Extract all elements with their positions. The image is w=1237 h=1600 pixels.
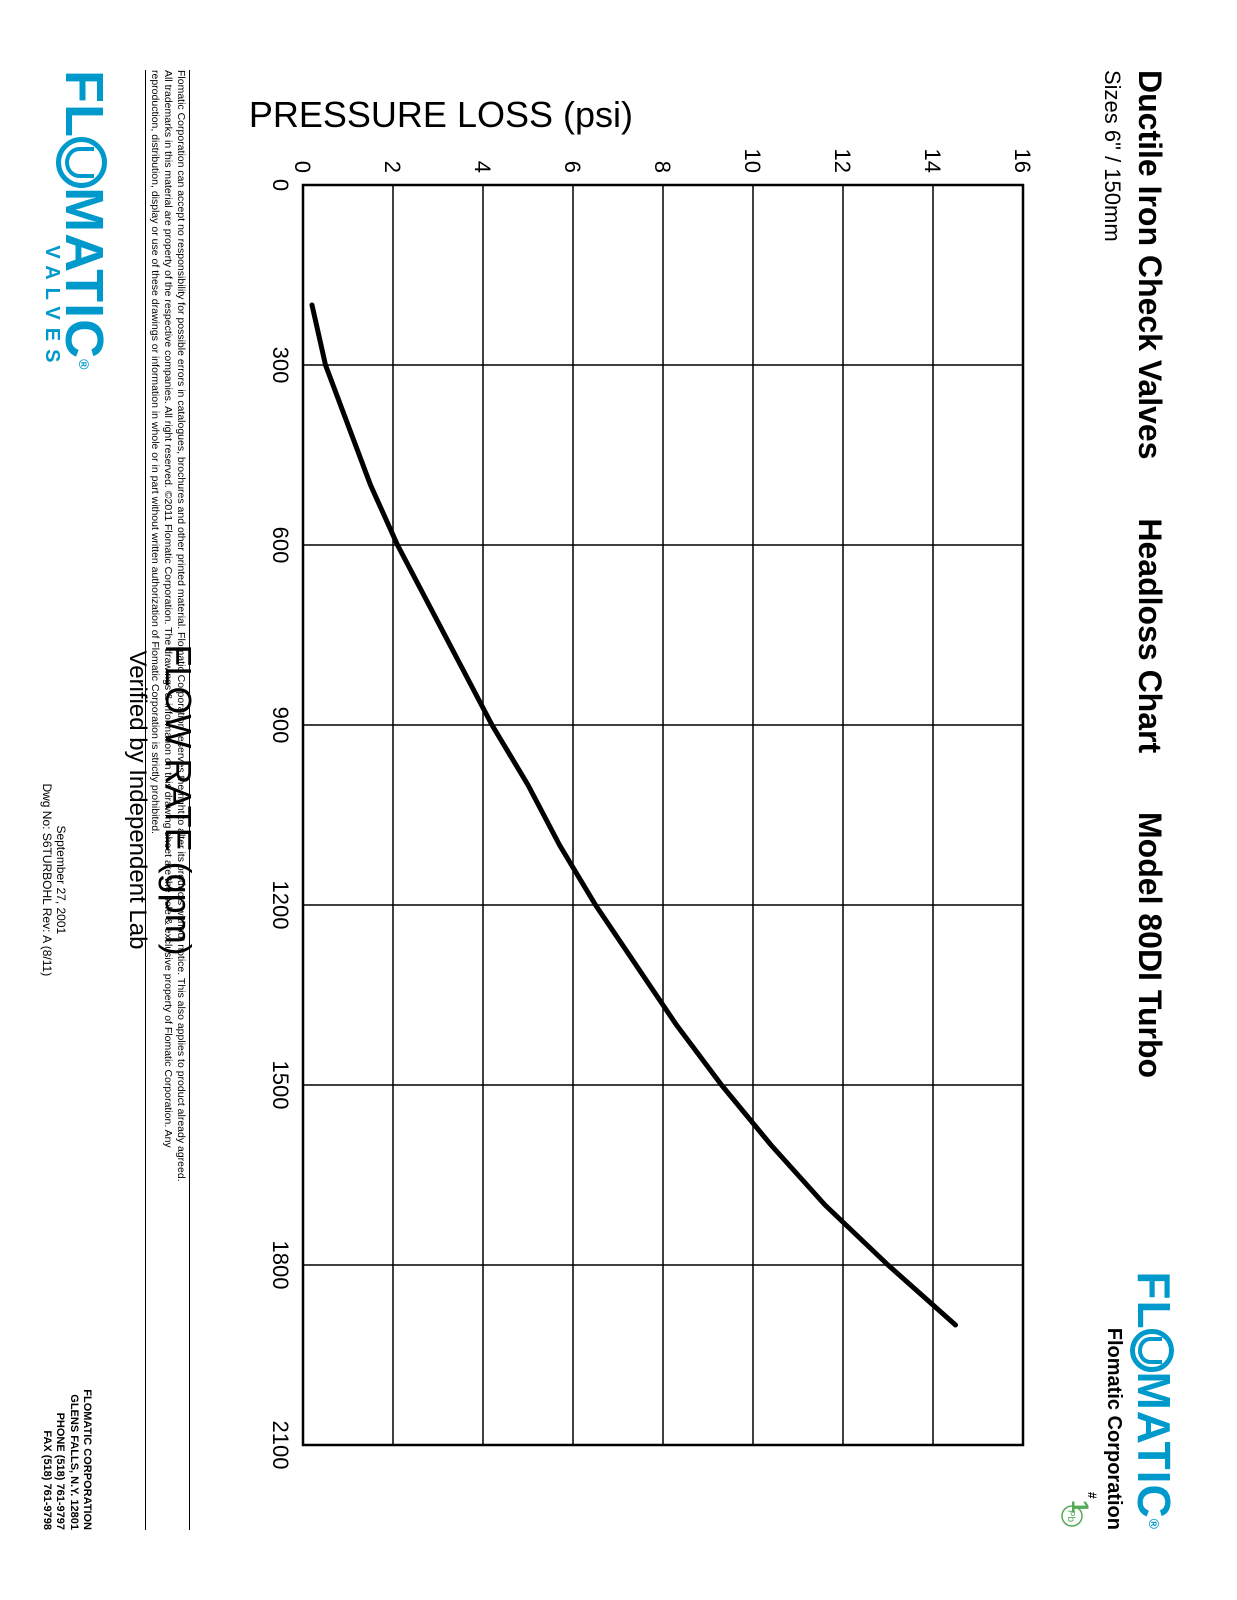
x-tick-label: 1800 — [268, 1241, 293, 1290]
x-tick-label: 1500 — [268, 1061, 293, 1110]
logo-text-fl-b: FL — [57, 70, 111, 138]
footer-addr3: PHONE (518) 761-9797 — [53, 1389, 66, 1530]
legal-line-2: All trademarks in this material are prop… — [161, 70, 174, 1530]
footer-addr1: FLOMATIC CORPORATION — [80, 1389, 93, 1530]
y-tick-label: 0 — [290, 161, 315, 173]
legal-line-1: Flomatic Corporation can accept no respo… — [174, 70, 187, 1530]
logo-text-matic: MATIC — [1131, 1371, 1177, 1518]
title-seg-2: Headloss Chart — [1132, 518, 1168, 753]
y-tick-label: 10 — [740, 149, 765, 173]
logo-block-top: FL MATIC® — [1131, 1271, 1177, 1530]
corporation-text: Flomatic Corporation — [1102, 1328, 1125, 1530]
y-tick-label: 16 — [1010, 149, 1033, 173]
y-tick-label: 4 — [470, 161, 495, 173]
drop-icon — [56, 137, 107, 188]
leadfree-icon: # 1 Pb — [1058, 1486, 1102, 1530]
page-rotated: Ductile Iron Check Valves Headloss Chart… — [0, 0, 1237, 1600]
y-tick-label: 8 — [650, 161, 675, 173]
x-tick-label: 2100 — [268, 1421, 293, 1470]
reg-mark-b: ® — [77, 359, 91, 370]
flomatic-logo-top: FL MATIC® — [1131, 1271, 1177, 1530]
x-tick-label: 600 — [268, 527, 293, 564]
header-row: Ductile Iron Check Valves Headloss Chart… — [1131, 70, 1177, 1530]
y-tick-label: 12 — [830, 149, 855, 173]
title-seg-3: Model 80DI Turbo — [1132, 812, 1168, 1078]
headloss-curve — [312, 305, 956, 1325]
x-tick-label: 1200 — [268, 881, 293, 930]
footer-addr2: GLENS FALLS, N.Y. 12801 — [66, 1389, 79, 1530]
reg-mark: ® — [1147, 1519, 1161, 1530]
svg-text:#: # — [1085, 1492, 1099, 1499]
x-tick-label: 900 — [268, 707, 293, 744]
footer-addr4: FAX (518) 761-9798 — [40, 1389, 53, 1530]
footer-mid: September 27, 2001 Dwg No: S6TURBOHL Rev… — [40, 783, 68, 976]
footer-dwg: Dwg No: S6TURBOHL Rev: A (8/11) — [40, 783, 54, 976]
headloss-chart: 0 2 4 6 8 10 12 14 16 0 300 600 900 1200 1500 1800 2100 — [233, 125, 1033, 1475]
logo-block-bottom: FLMATIC® VALVES — [40, 70, 111, 370]
y-tick-label: 14 — [920, 149, 945, 173]
title-line: Ductile Iron Check Valves Headloss Chart… — [1131, 70, 1168, 1128]
x-tick-label: 0 — [268, 179, 293, 191]
drop-icon — [1130, 1329, 1174, 1373]
y-tick-label: 6 — [560, 161, 585, 173]
footer-date: September 27, 2001 — [54, 783, 68, 976]
legal-block: Flomatic Corporation can accept no respo… — [145, 70, 190, 1530]
logo-text-fl: FL — [1131, 1271, 1177, 1329]
sub-header-row: Sizes 6" / 150mm Flomatic Corporation # … — [1053, 70, 1125, 1530]
svg-text:Pb: Pb — [1065, 1510, 1076, 1523]
footer-right: FLOMATIC CORPORATION GLENS FALLS, N.Y. 1… — [40, 1389, 93, 1530]
flomatic-logo-bottom: FL MATIC® — [57, 70, 111, 370]
legal-line-3: reproduction, distribution, display or u… — [148, 70, 161, 1530]
y-tick-label: 2 — [380, 161, 405, 173]
logo-text-matic-b: MATIC — [57, 187, 111, 359]
footer-row: FLMATIC® VALVES September 27, 2001 Dwg N… — [40, 70, 111, 1530]
corp-block: Flomatic Corporation # 1 Pb — [1053, 1328, 1125, 1530]
chart-container: PRESSURE LOSS (psi) 02468101214160300600… — [233, 125, 1033, 1475]
content-area: Ductile Iron Check Valves Headloss Chart… — [0, 0, 1237, 1600]
sizes-text: Sizes 6" / 150mm — [1099, 70, 1125, 242]
title-seg-1: Ductile Iron Check Valves — [1132, 70, 1168, 460]
x-tick-label: 300 — [268, 347, 293, 384]
